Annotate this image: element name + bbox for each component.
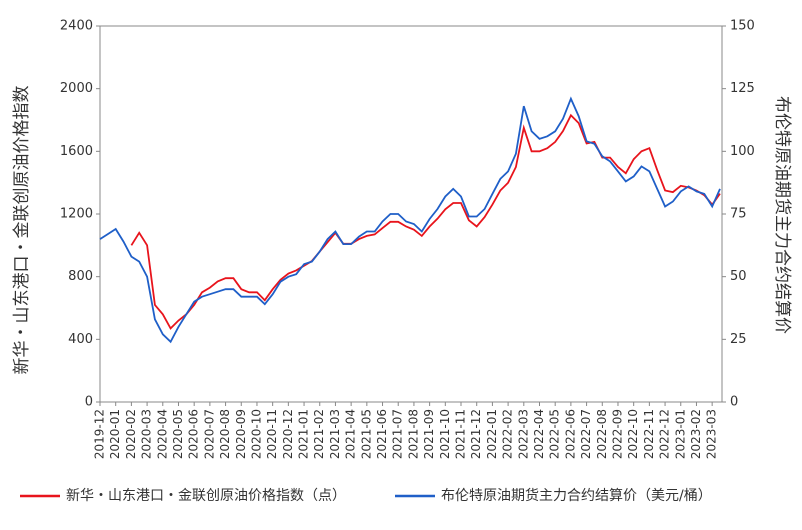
y2-tick-label: 25 bbox=[730, 332, 747, 347]
y-axis-label: 新华・山东港口・金联创原油价格指数 bbox=[12, 86, 32, 375]
x-tick-label: 2022-06 bbox=[563, 409, 577, 459]
series-line bbox=[99, 96, 721, 344]
x-tick-label: 2021-10 bbox=[438, 409, 452, 459]
y2-axis-label: 布伦特原油期货主力合约结算价 bbox=[772, 96, 792, 334]
y-tick-label: 2000 bbox=[60, 81, 93, 96]
x-tick-label: 2020-11 bbox=[265, 409, 279, 459]
y-tick-label: 2400 bbox=[60, 19, 93, 34]
x-tick-label: 2021-01 bbox=[297, 409, 311, 459]
y2-tick-label: 125 bbox=[730, 81, 755, 96]
x-tick-label: 2020-02 bbox=[124, 409, 138, 459]
x-tick-label: 2022-08 bbox=[595, 409, 609, 459]
series-line bbox=[130, 113, 721, 330]
x-tick-label: 2020-04 bbox=[155, 409, 169, 459]
x-tick-label: 2021-08 bbox=[406, 409, 420, 459]
y-tick-label: 1200 bbox=[60, 207, 93, 222]
y2-tick-label: 150 bbox=[730, 19, 755, 34]
x-tick-label: 2022-11 bbox=[642, 409, 656, 459]
x-tick-label: 2023-03 bbox=[705, 409, 719, 459]
x-tick-label: 2021-09 bbox=[422, 409, 436, 459]
x-tick-label: 2022-07 bbox=[579, 409, 593, 459]
x-tick-label: 2021-11 bbox=[454, 409, 468, 459]
x-tick-label: 2020-01 bbox=[108, 409, 122, 459]
legend-label: 新华・山东港口・金联创原油价格指数（点） bbox=[66, 488, 346, 504]
x-tick-label: 2021-12 bbox=[469, 409, 483, 459]
x-tick-label: 2019-12 bbox=[93, 409, 107, 459]
x-tick-label: 2020-05 bbox=[171, 409, 185, 459]
y-tick-label: 400 bbox=[68, 332, 93, 347]
x-tick-label: 2022-01 bbox=[485, 409, 499, 459]
y-tick-label: 0 bbox=[85, 395, 93, 410]
x-tick-label: 2022-04 bbox=[532, 409, 546, 459]
plot-frame bbox=[99, 25, 723, 403]
x-tick-label: 2021-04 bbox=[344, 409, 358, 459]
x-tick-label: 2023-01 bbox=[673, 409, 687, 459]
y2-tick-label: 75 bbox=[730, 207, 747, 222]
y2-tick-label: 0 bbox=[730, 395, 738, 410]
x-tick-label: 2022-03 bbox=[516, 409, 530, 459]
x-tick-label: 2021-06 bbox=[375, 409, 389, 459]
y-tick-label: 1600 bbox=[60, 144, 93, 159]
x-tick-label: 2020-07 bbox=[202, 409, 216, 459]
x-tick-label: 2021-05 bbox=[359, 409, 373, 459]
x-tick-label: 2020-08 bbox=[218, 409, 232, 459]
x-tick-label: 2020-03 bbox=[140, 409, 154, 459]
x-tick-label: 2022-05 bbox=[548, 409, 562, 459]
x-tick-label: 2023-02 bbox=[689, 409, 703, 459]
y-tick-label: 800 bbox=[68, 269, 93, 284]
x-tick-label: 2022-10 bbox=[626, 409, 640, 459]
x-tick-label: 2022-12 bbox=[658, 409, 672, 459]
legend-label: 布伦特原油期货主力合约结算价（美元/桶） bbox=[441, 487, 712, 504]
x-tick-label: 2021-07 bbox=[391, 409, 405, 459]
y2-tick-label: 50 bbox=[730, 269, 747, 284]
x-tick-label: 2020-12 bbox=[281, 409, 295, 459]
x-tick-label: 2022-02 bbox=[501, 409, 515, 459]
y2-tick-label: 100 bbox=[730, 144, 755, 159]
x-tick-label: 2020-10 bbox=[249, 409, 263, 459]
x-tick-label: 2022-09 bbox=[610, 409, 624, 459]
x-tick-label: 2021-02 bbox=[312, 409, 326, 459]
x-tick-label: 2020-09 bbox=[234, 409, 248, 459]
x-tick-label: 2020-06 bbox=[187, 409, 201, 459]
x-tick-label: 2021-03 bbox=[328, 409, 342, 459]
